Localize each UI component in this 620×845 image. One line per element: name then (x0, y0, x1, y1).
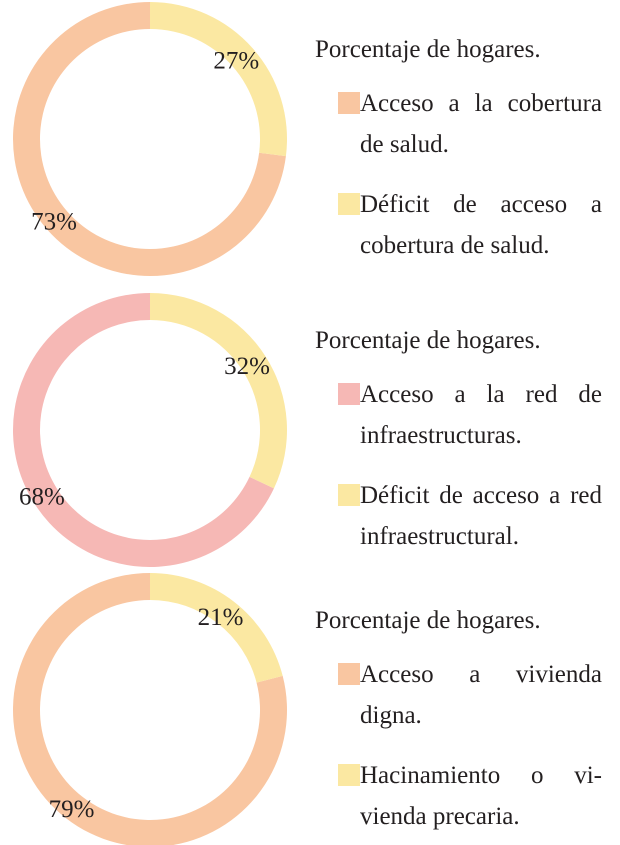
donut-slice (150, 2, 287, 157)
value-label: 27% (213, 48, 259, 75)
legend-entry: Acceso a vivienda digna. (338, 654, 602, 736)
legend-swatch (338, 383, 360, 405)
legend-entry: Hacinamiento o vi­vienda precaria. (338, 755, 602, 837)
value-label: 68% (19, 483, 65, 510)
value-label: 73% (31, 208, 77, 235)
legend-swatch (338, 764, 360, 786)
legend-title: Porcentaje de hogares. (315, 327, 541, 354)
legend-title: Porcentaje de hogares. (315, 36, 541, 63)
legend-swatch (338, 92, 360, 114)
legend-swatch (338, 663, 360, 685)
legend-entry: Acceso a la cobertu­ra de salud. (338, 83, 602, 165)
legend-title: Porcentaje de hogares. (315, 607, 541, 634)
value-label: 32% (224, 353, 270, 380)
donut-slice (150, 293, 287, 489)
legend-entry: Acceso a la red de infraestructuras. (338, 374, 602, 456)
legend-swatch (338, 484, 360, 506)
donut-slice (150, 573, 283, 683)
legend-entry: Déficit de acceso a red infraestructural… (338, 475, 602, 557)
legend-swatch (338, 193, 360, 215)
value-label: 21% (198, 604, 244, 631)
value-label: 79% (49, 796, 95, 823)
legend-entry: Déficit de acceso a cobertura de salud. (338, 184, 602, 266)
